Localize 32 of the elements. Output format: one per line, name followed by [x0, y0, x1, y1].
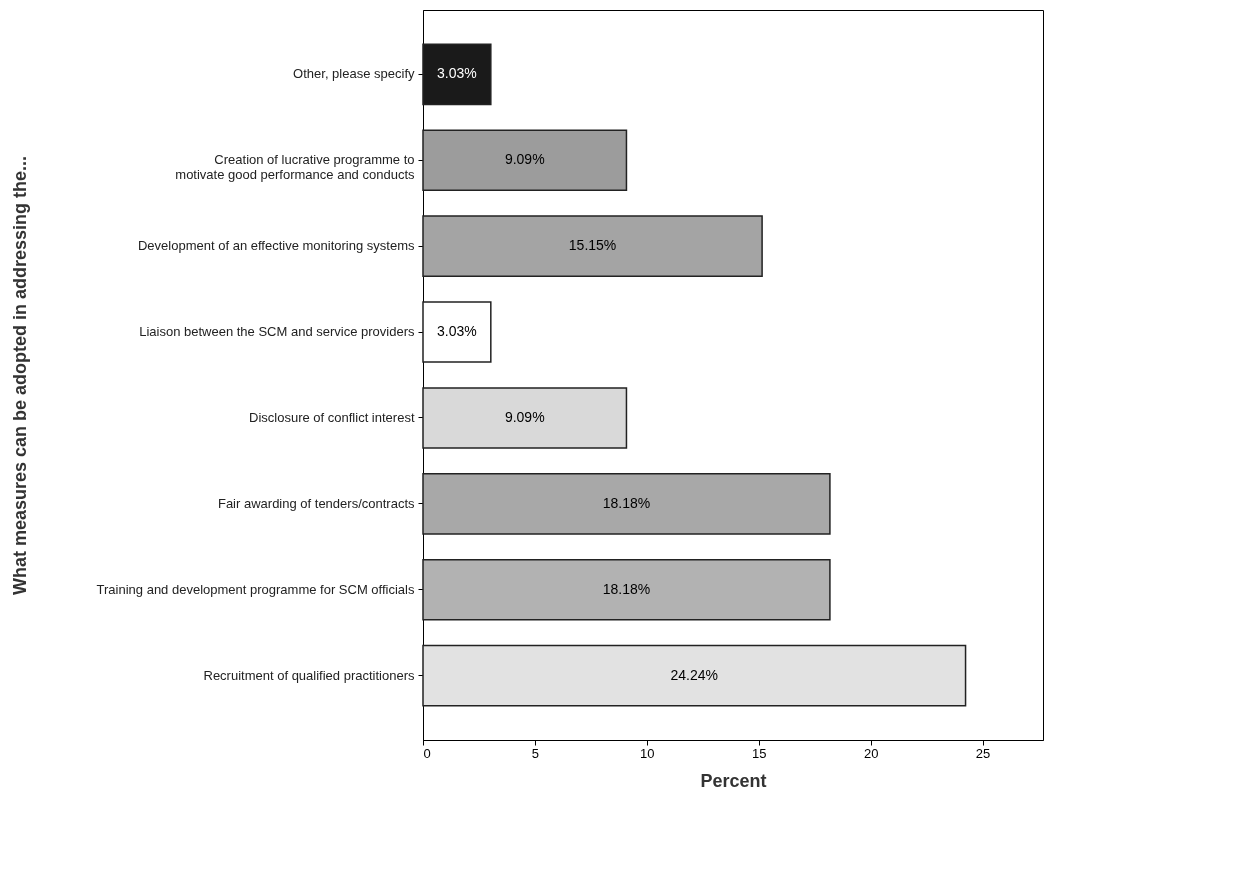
- data-label: 3.03%: [437, 65, 477, 82]
- y-tick-label: Fair awarding of tenders/contracts: [217, 495, 415, 511]
- bar: [422, 644, 967, 707]
- bar: [422, 215, 763, 277]
- y-tick-label: Training and development programme for SCM officials: [96, 581, 415, 597]
- x-tick-label: 20: [863, 745, 879, 761]
- y-tick-label: Creation of lucrative programme to motivate good performance and conducts: [175, 152, 415, 183]
- bar: [422, 43, 492, 106]
- data-label: 9.09%: [504, 151, 545, 168]
- y-tick-label: Development of an effective monitoring systems: [137, 238, 415, 254]
- y-tick-label: Other, please specify: [293, 66, 415, 82]
- x-tick-label: 5: [531, 745, 540, 761]
- x-axis-title: Percent: [700, 770, 767, 791]
- bar: [422, 387, 628, 449]
- y-tick-label: Disclosure of conflict interest: [249, 409, 415, 425]
- data-label: 24.24%: [670, 666, 719, 683]
- data-label: 9.09%: [504, 408, 545, 425]
- x-tick-label: 25: [975, 745, 991, 761]
- y-tick-label: Recruitment of qualified practitioners: [203, 667, 415, 683]
- x-tick-label: 10: [640, 745, 655, 761]
- y-axis-title: What measures can be adopted in addressing the...: [9, 155, 30, 596]
- data-label: 18.18%: [602, 494, 651, 511]
- x-tick-label: 15: [752, 745, 767, 761]
- bar: [422, 301, 492, 363]
- bar: [422, 558, 831, 621]
- y-tick-label: Liaison between the SCM and service providers: [139, 324, 415, 340]
- x-tick-label: 0: [423, 745, 431, 761]
- data-label: 15.15%: [568, 237, 617, 254]
- data-label: 3.03%: [437, 323, 477, 340]
- data-label: 18.18%: [602, 580, 651, 597]
- bar: [422, 473, 831, 535]
- bar: [422, 129, 628, 192]
